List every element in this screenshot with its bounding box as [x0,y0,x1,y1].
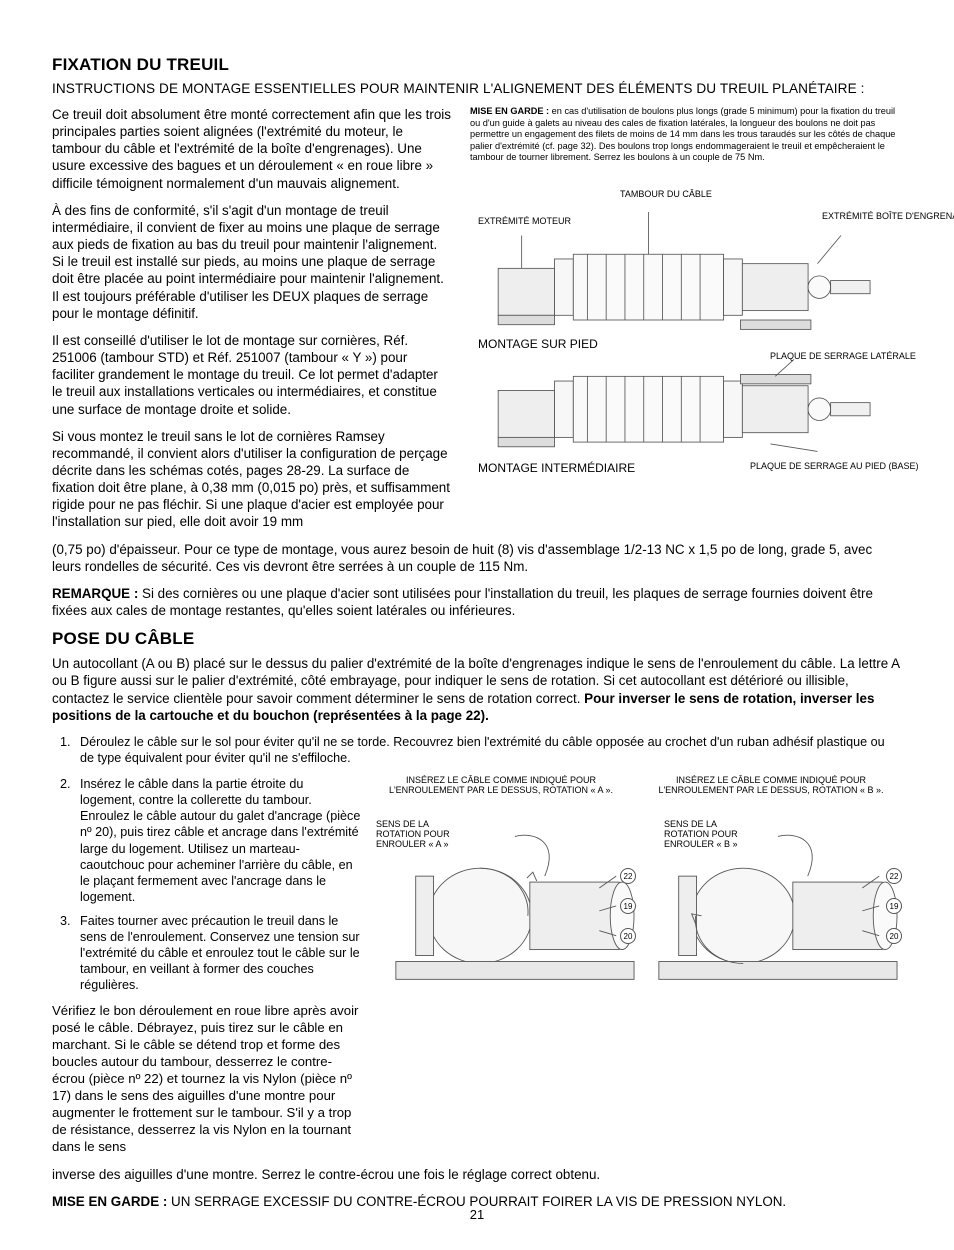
lbl-montage-pied: MONTAGE SUR PIED [478,338,598,351]
badge-22-b: 22 [886,868,902,884]
section2-p2: Vérifiez le bon déroulement en roue libr… [52,1003,362,1155]
step-2: Insérez le câble dans la partie étroite … [74,776,362,905]
badge-19-b: 19 [886,898,902,914]
lbl-montage-inter: MONTAGE INTERMÉDIAIRE [478,462,635,475]
warning-box: MISE EN GARDE : en cas d'utilisation de … [470,106,902,164]
badge-20-b: 20 [886,928,902,944]
section1-p1: Ce treuil doit absolument être monté cor… [52,106,452,192]
section2-title: POSE DU CÂBLE [52,629,902,649]
step-3: Faites tourner avec précaution le treuil… [74,913,362,994]
section1-p5: (0,75 po) d'épaisseur. Pour ce type de m… [52,541,902,575]
step-1: Déroulez le câble sur le sol pour éviter… [74,734,902,766]
note-text: Si des cornières ou une plaque d'acier s… [52,586,873,618]
section1-p3: Il est conseillé d'utiliser le lot de mo… [52,332,452,418]
cable-diagram: INSÉREZ LE CÂBLE COMME INDIQUÉ POUR L'EN… [376,776,902,1011]
section1-note: REMARQUE : Si des cornières ou une plaqu… [52,585,902,619]
page-number: 21 [0,1207,954,1222]
mounting-diagram: TAMBOUR DU CÂBLE EXTRÉMITÉ MOTEUR EXTRÉM… [470,170,902,470]
badge-19-a: 19 [620,898,636,914]
lbl-sens-a: SENS DE LA ROTATION POUR ENROULER « A » [376,820,476,850]
lbl-plaque-base: PLAQUE DE SERRAGE AU PIED (BASE) [750,462,919,472]
badge-20-a: 20 [620,928,636,944]
note-label: REMARQUE : [52,586,138,601]
section1-p4: Si vous montez le treuil sans le lot de … [52,428,452,531]
badge-22-a: 22 [620,868,636,884]
lbl-insert-a: INSÉREZ LE CÂBLE COMME INDIQUÉ POUR L'EN… [386,776,616,796]
lbl-boite: EXTRÉMITÉ BOÎTE D'ENGRENAGES [822,212,954,222]
lbl-plaque-lat: PLAQUE DE SERRAGE LATÉRALE [770,352,916,362]
warn-label: MISE EN GARDE : [470,106,549,116]
lbl-moteur: EXTRÉMITÉ MOTEUR [478,217,571,227]
section1-title: FIXATION DU TREUIL [52,55,902,75]
lbl-insert-b: INSÉREZ LE CÂBLE COMME INDIQUÉ POUR L'EN… [656,776,886,796]
lbl-tambour: TAMBOUR DU CÂBLE [620,190,712,200]
section2-p1: Un autocollant (A ou B) placé sur le des… [52,655,902,724]
section1-p2: À des fins de conformité, s'il s'agit d'… [52,202,452,322]
section1-subhead: INSTRUCTIONS DE MONTAGE ESSENTIELLES POU… [52,81,902,96]
lbl-sens-b: SENS DE LA ROTATION POUR ENROULER « B » [664,820,764,850]
section2-p3: inverse des aiguilles d'une montre. Serr… [52,1166,902,1183]
